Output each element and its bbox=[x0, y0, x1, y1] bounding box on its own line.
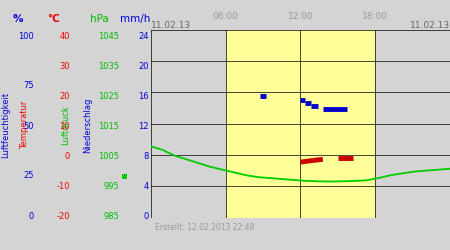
Text: 995: 995 bbox=[104, 182, 119, 191]
Text: 100: 100 bbox=[18, 32, 34, 41]
Text: Luftfeuchtigkeit: Luftfeuchtigkeit bbox=[1, 92, 10, 158]
Text: 1015: 1015 bbox=[98, 122, 119, 131]
Text: 1045: 1045 bbox=[98, 32, 119, 41]
Text: 985: 985 bbox=[104, 212, 119, 221]
Text: -20: -20 bbox=[56, 212, 70, 221]
Text: Temperatur: Temperatur bbox=[20, 101, 29, 149]
Bar bbox=[122, 174, 127, 179]
Text: -10: -10 bbox=[56, 182, 70, 191]
Text: 4: 4 bbox=[143, 182, 148, 191]
Text: 30: 30 bbox=[59, 62, 70, 71]
Text: 75: 75 bbox=[23, 80, 34, 90]
Text: °C: °C bbox=[48, 14, 60, 24]
Text: hPa: hPa bbox=[90, 14, 108, 24]
Text: 24: 24 bbox=[138, 32, 148, 41]
Text: Luftdruck: Luftdruck bbox=[61, 105, 70, 145]
Text: 11.02.13: 11.02.13 bbox=[410, 21, 450, 30]
Text: 0: 0 bbox=[64, 152, 70, 161]
Text: 20: 20 bbox=[59, 92, 70, 101]
Text: Niederschlag: Niederschlag bbox=[83, 97, 92, 153]
Bar bbox=[225, 30, 375, 218]
Text: 50: 50 bbox=[23, 122, 34, 131]
Text: Erstellt: 12.02.2013 22:48: Erstellt: 12.02.2013 22:48 bbox=[155, 223, 255, 232]
Text: 1005: 1005 bbox=[98, 152, 119, 161]
Text: 20: 20 bbox=[138, 62, 148, 71]
Text: %: % bbox=[13, 14, 23, 24]
Text: 10: 10 bbox=[59, 122, 70, 131]
Text: 0: 0 bbox=[28, 212, 34, 221]
Text: 12: 12 bbox=[138, 122, 148, 131]
Text: 1035: 1035 bbox=[98, 62, 119, 71]
Text: 40: 40 bbox=[59, 32, 70, 41]
Text: 18:00: 18:00 bbox=[362, 12, 388, 21]
Text: 06:00: 06:00 bbox=[212, 12, 238, 21]
Text: 11.02.13: 11.02.13 bbox=[151, 21, 191, 30]
Text: 1025: 1025 bbox=[98, 92, 119, 101]
Text: mm/h: mm/h bbox=[120, 14, 150, 24]
Text: 8: 8 bbox=[143, 152, 148, 161]
Text: 16: 16 bbox=[138, 92, 148, 101]
Text: 12:00: 12:00 bbox=[288, 12, 313, 21]
Text: 25: 25 bbox=[23, 170, 34, 179]
Text: 0: 0 bbox=[143, 212, 148, 221]
